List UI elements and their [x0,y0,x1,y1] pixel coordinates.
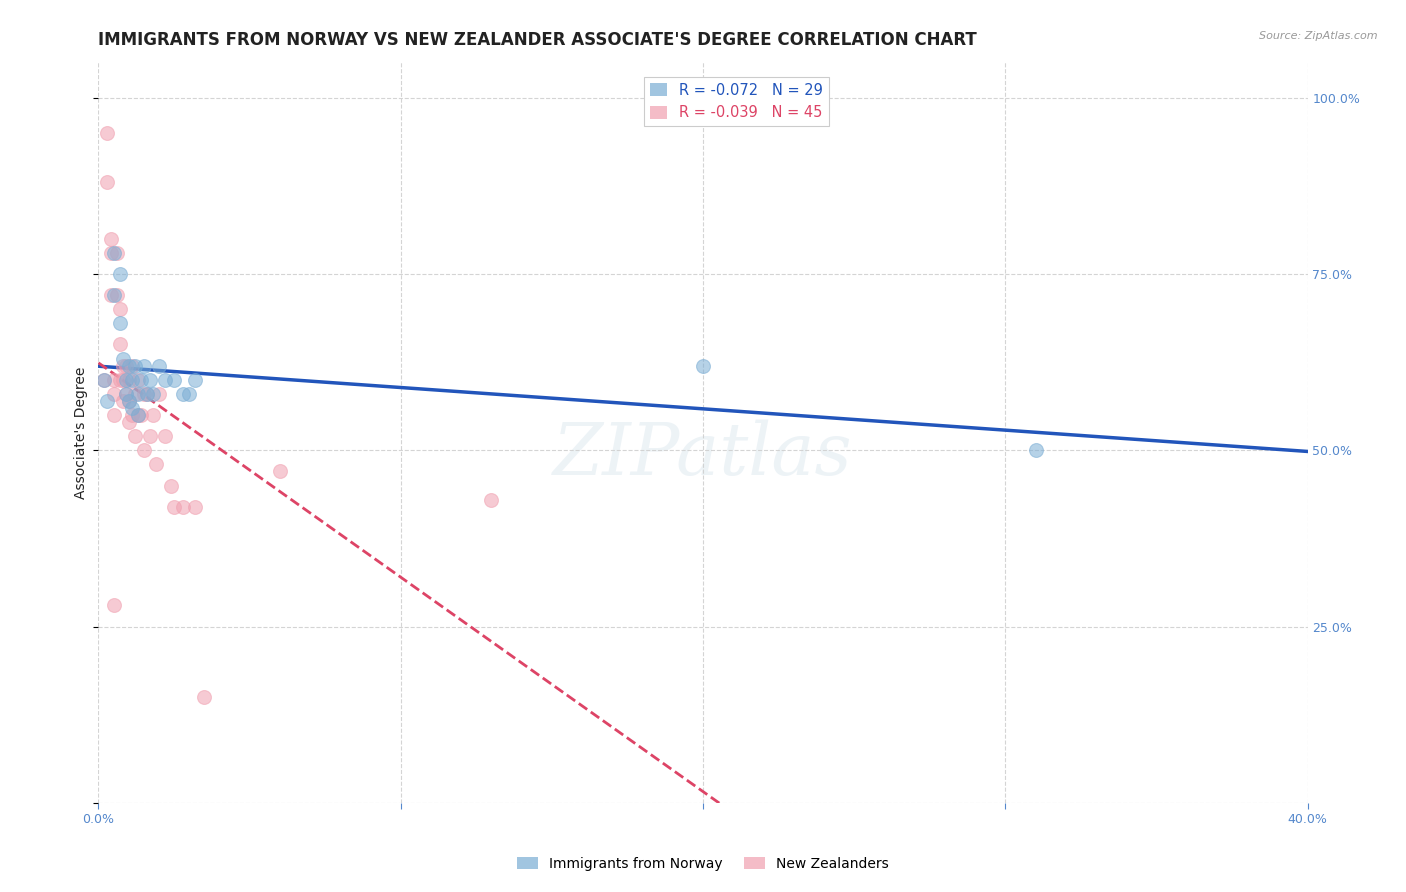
Point [121,373,143,387]
Point [108,373,131,387]
Point [114,359,136,373]
Point [127,387,149,401]
Point [114,387,136,401]
Point [135,387,157,401]
Text: Source: ZipAtlas.com: Source: ZipAtlas.com [1260,31,1378,41]
Point [103,408,125,422]
Point [118,359,141,373]
Point [160,478,183,492]
Point [269,464,291,478]
Point [148,387,170,401]
Point [121,359,143,373]
Point [111,393,134,408]
Point [100,232,122,246]
Point [692,359,714,373]
Point [153,373,176,387]
Text: ZIPatlas: ZIPatlas [553,419,853,490]
Point [114,387,136,401]
Point [179,387,201,401]
Point [103,288,125,302]
Point [105,288,128,302]
Legend: R = -0.072   N = 29, R = -0.039   N = 45: R = -0.072 N = 29, R = -0.039 N = 45 [644,77,828,126]
Point [93,373,115,387]
Point [108,267,131,281]
Point [100,245,122,260]
Point [184,373,207,387]
Point [142,387,165,401]
Point [124,359,146,373]
Point [193,690,215,704]
Point [172,387,194,401]
Point [132,443,155,458]
Point [93,373,115,387]
Point [124,429,146,443]
Point [100,288,122,302]
Point [111,373,134,387]
Text: IMMIGRANTS FROM NORWAY VS NEW ZEALANDER ASSOCIATE'S DEGREE CORRELATION CHART: IMMIGRANTS FROM NORWAY VS NEW ZEALANDER … [98,31,977,49]
Legend: Immigrants from Norway, New Zealanders: Immigrants from Norway, New Zealanders [512,851,894,876]
Point [103,387,125,401]
Point [96,175,118,189]
Point [108,302,131,317]
Point [124,387,146,401]
Point [139,373,162,387]
Point [127,408,149,422]
Point [96,393,118,408]
Point [118,373,141,387]
Point [153,429,176,443]
Point [145,458,167,472]
Point [96,126,118,140]
Point [148,359,170,373]
Point [111,351,134,366]
Point [121,408,143,422]
Point [111,359,134,373]
Y-axis label: Associate's Degree: Associate's Degree [75,367,89,499]
Point [163,500,186,514]
Point [127,408,149,422]
Point [132,387,155,401]
Point [163,373,186,387]
Point [139,429,162,443]
Point [103,599,125,613]
Point [108,316,131,330]
Point [1024,443,1046,458]
Point [184,500,207,514]
Point [118,415,141,429]
Point [129,408,152,422]
Point [105,245,128,260]
Point [108,337,131,351]
Point [127,373,149,387]
Point [481,492,503,507]
Point [129,373,152,387]
Point [103,373,125,387]
Point [118,393,141,408]
Point [142,408,165,422]
Point [103,245,125,260]
Point [135,387,157,401]
Point [121,401,143,415]
Point [172,500,194,514]
Point [118,393,141,408]
Point [132,359,155,373]
Point [114,373,136,387]
